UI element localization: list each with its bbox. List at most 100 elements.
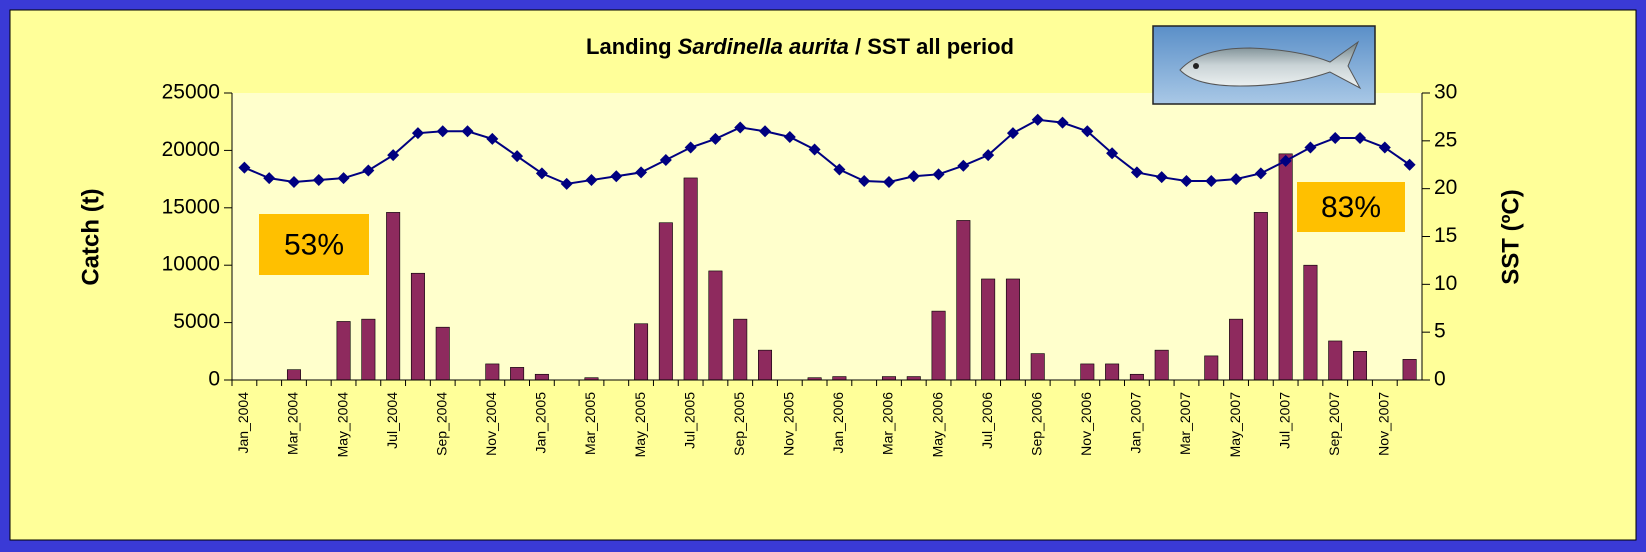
- y2-tick-label: 0: [1434, 368, 1446, 391]
- bar: [683, 177, 698, 381]
- sst-marker: [833, 163, 846, 176]
- title-part: Sardinella aurita: [678, 34, 849, 59]
- sst-marker: [932, 168, 945, 181]
- sst-marker: [982, 149, 995, 162]
- x-tick-label: Sep_2006: [1028, 392, 1044, 456]
- bar: [1030, 353, 1045, 381]
- x-tick-label: May_2005: [632, 392, 648, 458]
- sst-marker: [1056, 116, 1069, 129]
- x-tick-label: Nov_2007: [1376, 392, 1392, 456]
- sst-marker: [907, 170, 920, 183]
- sst-marker: [585, 174, 598, 187]
- bar: [534, 373, 549, 381]
- sst-marker: [709, 132, 722, 145]
- y2-tick-label: 30: [1434, 81, 1457, 104]
- bar: [1154, 349, 1169, 381]
- bar: [1328, 340, 1343, 381]
- bar: [931, 310, 946, 381]
- sst-marker: [858, 175, 871, 188]
- y-tick-label: 15000: [162, 195, 220, 218]
- sst-marker: [1230, 173, 1243, 186]
- bar: [956, 220, 971, 381]
- chart-title: Landing Sardinella aurita / SST all peri…: [586, 34, 1014, 59]
- bar: [1229, 318, 1244, 381]
- x-tick-label: Jul_2005: [681, 392, 697, 449]
- bar: [361, 318, 376, 381]
- y2-tick-label: 25: [1434, 128, 1457, 151]
- sst-marker: [635, 166, 648, 179]
- bar: [708, 270, 723, 381]
- x-tick-label: Mar_2007: [1177, 392, 1193, 455]
- sst-marker: [734, 121, 747, 134]
- bar: [485, 363, 500, 381]
- sst-marker: [783, 131, 796, 144]
- x-tick-label: Jul_2006: [979, 392, 995, 449]
- bar: [1278, 153, 1293, 381]
- sst-marker: [1006, 127, 1019, 140]
- sst-marker: [1081, 125, 1094, 138]
- bar: [733, 318, 748, 381]
- x-tick-label: Jul_2007: [1276, 392, 1292, 449]
- bar: [832, 376, 847, 381]
- y-tick-label: 5000: [173, 310, 220, 333]
- sst-marker: [263, 172, 276, 185]
- x-tick-label: Jan_2005: [533, 392, 549, 454]
- sst-marker: [1304, 141, 1317, 154]
- bar: [435, 326, 450, 381]
- x-tick-label: May_2004: [334, 392, 350, 458]
- bar: [410, 272, 425, 381]
- bar: [336, 321, 351, 381]
- bar: [1080, 363, 1095, 381]
- x-tick-label: Nov_2005: [781, 392, 797, 456]
- sst-marker: [1378, 141, 1391, 154]
- bar: [386, 212, 401, 381]
- sst-marker: [659, 153, 672, 166]
- y2-tick-label: 20: [1434, 176, 1457, 199]
- sst-marker: [1031, 113, 1044, 126]
- sst-marker: [957, 159, 970, 172]
- sst-marker: [1403, 158, 1416, 171]
- bar: [981, 278, 996, 381]
- sst-marker: [411, 127, 424, 140]
- sst-marker: [287, 175, 300, 188]
- x-tick-label: Sep_2004: [433, 392, 449, 456]
- bar: [758, 349, 773, 381]
- annotation: 53%: [284, 228, 344, 261]
- sst-marker: [1205, 175, 1218, 188]
- annotation-box: [259, 214, 369, 275]
- sst-marker: [684, 141, 697, 154]
- bar: [881, 376, 896, 381]
- x-tick-label: Nov_2004: [483, 392, 499, 456]
- sst-marker: [1329, 131, 1342, 144]
- x-tick-label: May_2006: [929, 392, 945, 458]
- bar: [658, 222, 673, 381]
- sst-marker: [1180, 175, 1193, 188]
- x-tick-label: Nov_2006: [1078, 392, 1094, 456]
- sst-marker: [312, 174, 325, 187]
- x-tick-label: Jan_2004: [235, 392, 251, 454]
- fish-picture: [1152, 25, 1376, 105]
- bar: [286, 369, 301, 381]
- bar: [634, 323, 649, 381]
- y2-tick-label: 5: [1434, 320, 1446, 343]
- sst-marker: [1155, 171, 1168, 184]
- y-tick-label: 0: [208, 368, 220, 391]
- sst-marker: [436, 125, 449, 138]
- y2-axis-label: SST (ºC): [1497, 189, 1524, 284]
- x-tick-label: Mar_2006: [880, 392, 896, 455]
- sst-marker: [1106, 147, 1119, 160]
- title-part: Landing: [586, 34, 672, 59]
- sst-marker: [560, 177, 573, 190]
- x-tick-label: Mar_2004: [285, 392, 301, 455]
- x-tick-label: Jan_2007: [1128, 392, 1144, 454]
- sst-marker: [337, 172, 350, 185]
- bar: [1402, 359, 1417, 381]
- annotation: 83%: [1321, 191, 1381, 224]
- sst-marker: [511, 150, 524, 163]
- sst-marker: [610, 170, 623, 183]
- sst-marker: [387, 149, 400, 162]
- y-tick-label: 25000: [162, 81, 220, 104]
- sst-marker: [535, 167, 548, 180]
- sst-marker: [808, 143, 821, 156]
